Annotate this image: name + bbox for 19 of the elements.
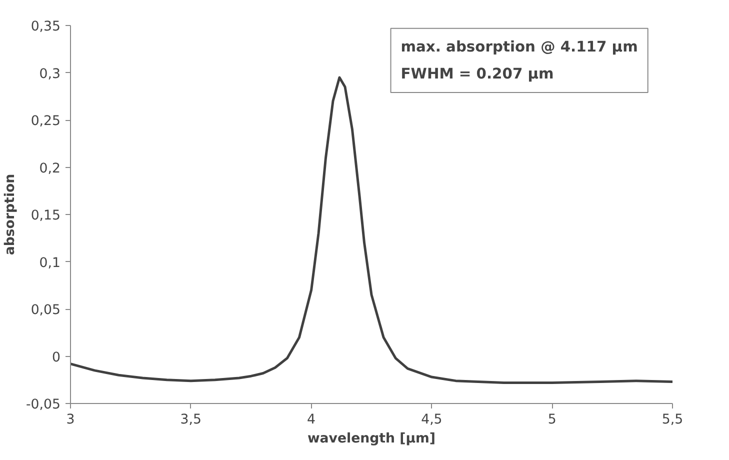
x-tick-label: 3,5 bbox=[180, 412, 202, 428]
y-tick-label: 0,05 bbox=[30, 303, 61, 318]
x-tick-label: 5,5 bbox=[662, 412, 684, 428]
annotation: FWHM = 0.207 µm bbox=[400, 66, 554, 83]
y-tick-label: 0,3 bbox=[39, 66, 61, 82]
y-tick-label: -0,05 bbox=[26, 398, 61, 412]
x-tick-label: 4 bbox=[307, 412, 316, 428]
y-tick-label: 0,2 bbox=[39, 161, 61, 176]
y-tick-label: 0,15 bbox=[30, 208, 61, 224]
x-axis-title: wavelength [µm] bbox=[307, 432, 436, 446]
x-tick-label: 3 bbox=[66, 412, 75, 428]
x-tick-label: 4,5 bbox=[421, 412, 442, 428]
y-tick-label: 0,25 bbox=[30, 114, 61, 129]
annotation: max. absorption @ 4.117 µm bbox=[400, 38, 638, 56]
y-tick-label: 0 bbox=[52, 350, 61, 366]
y-tick-label: 0,35 bbox=[30, 20, 61, 34]
y-tick-label: 0,1 bbox=[39, 256, 61, 271]
x-tick-label: 5 bbox=[548, 412, 556, 428]
y-axis-title: absorption bbox=[3, 174, 18, 256]
